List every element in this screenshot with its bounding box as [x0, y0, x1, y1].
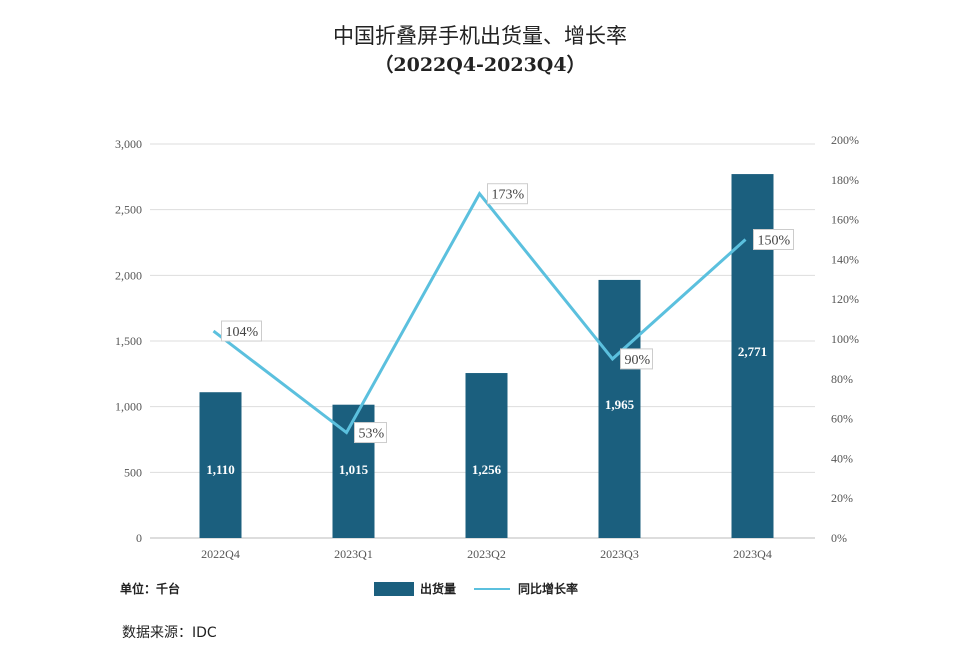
right-axis-tick: 20%: [831, 491, 853, 505]
right-axis-tick: 100%: [831, 332, 859, 346]
left-axis-tick: 2,000: [115, 268, 142, 282]
right-axis-tick: 60%: [831, 412, 853, 426]
x-axis-tick: 2023Q2: [467, 547, 506, 561]
bar-value-label: 1,015: [339, 462, 369, 477]
legend-line-swatch: [474, 587, 510, 590]
growth-rate-label: 104%: [226, 325, 259, 340]
growth-label-box: [354, 422, 387, 444]
chart-subtitle: （2022Q4-2023Q4）: [374, 54, 586, 76]
growth-label-box: [487, 183, 528, 205]
right-axis-tick: 80%: [831, 372, 853, 386]
bar-value-label: 1,965: [605, 397, 635, 412]
legend-bar-swatch: [374, 581, 414, 596]
growth-rate-label: 53%: [359, 427, 385, 442]
growth-label-box: [221, 320, 262, 342]
growth-rate-label: 90%: [625, 353, 651, 368]
bar-2023Q2: [465, 373, 508, 538]
legend-bar: 出货量: [374, 580, 456, 597]
bar-value-label: 1,110: [206, 462, 235, 477]
legend-bar-label: 出货量: [420, 582, 457, 596]
right-axis-tick: 40%: [831, 451, 853, 465]
x-axis-tick: 2022Q4: [201, 547, 240, 561]
bar-2022Q4: [199, 392, 242, 538]
left-axis-tick: 1,500: [115, 334, 142, 348]
right-axis-tick: 200%: [831, 133, 859, 147]
right-axis-tick: 120%: [831, 292, 859, 306]
x-axis-tick: 2023Q3: [600, 547, 639, 561]
bar-value-label: 1,256: [472, 462, 502, 477]
bar-value-label: 2,771: [738, 344, 767, 359]
left-axis-tick: 0: [136, 531, 142, 545]
x-axis-tick: 2023Q4: [733, 547, 772, 561]
left-axis-tick: 500: [124, 465, 142, 479]
x-axis-tick: 2023Q1: [334, 547, 373, 561]
left-axis-tick: 2,500: [115, 203, 142, 217]
right-axis-tick: 0%: [831, 531, 847, 545]
growth-label-box: [620, 348, 653, 370]
growth-rate-line: [212, 191, 747, 435]
legend-line-label: 同比增长率: [518, 582, 579, 596]
legend-line: 同比增长率: [474, 580, 578, 597]
bar-2023Q3: [598, 279, 641, 538]
right-axis-tick: 180%: [831, 173, 859, 187]
unit-note: 单位：千台: [120, 582, 181, 596]
right-axis-tick: 140%: [831, 252, 859, 266]
growth-rate-label: 150%: [758, 234, 791, 249]
left-axis-tick: 1,000: [115, 400, 142, 414]
left-axis-tick: 3,000: [115, 137, 142, 151]
growth-label-box: [753, 229, 794, 250]
growth-rate-label: 173%: [492, 188, 525, 203]
data-source: 数据来源：IDC: [122, 625, 217, 641]
right-axis-tick: 160%: [831, 213, 859, 227]
chart-title: 中国折叠屏手机出货量、增长率: [333, 24, 627, 48]
